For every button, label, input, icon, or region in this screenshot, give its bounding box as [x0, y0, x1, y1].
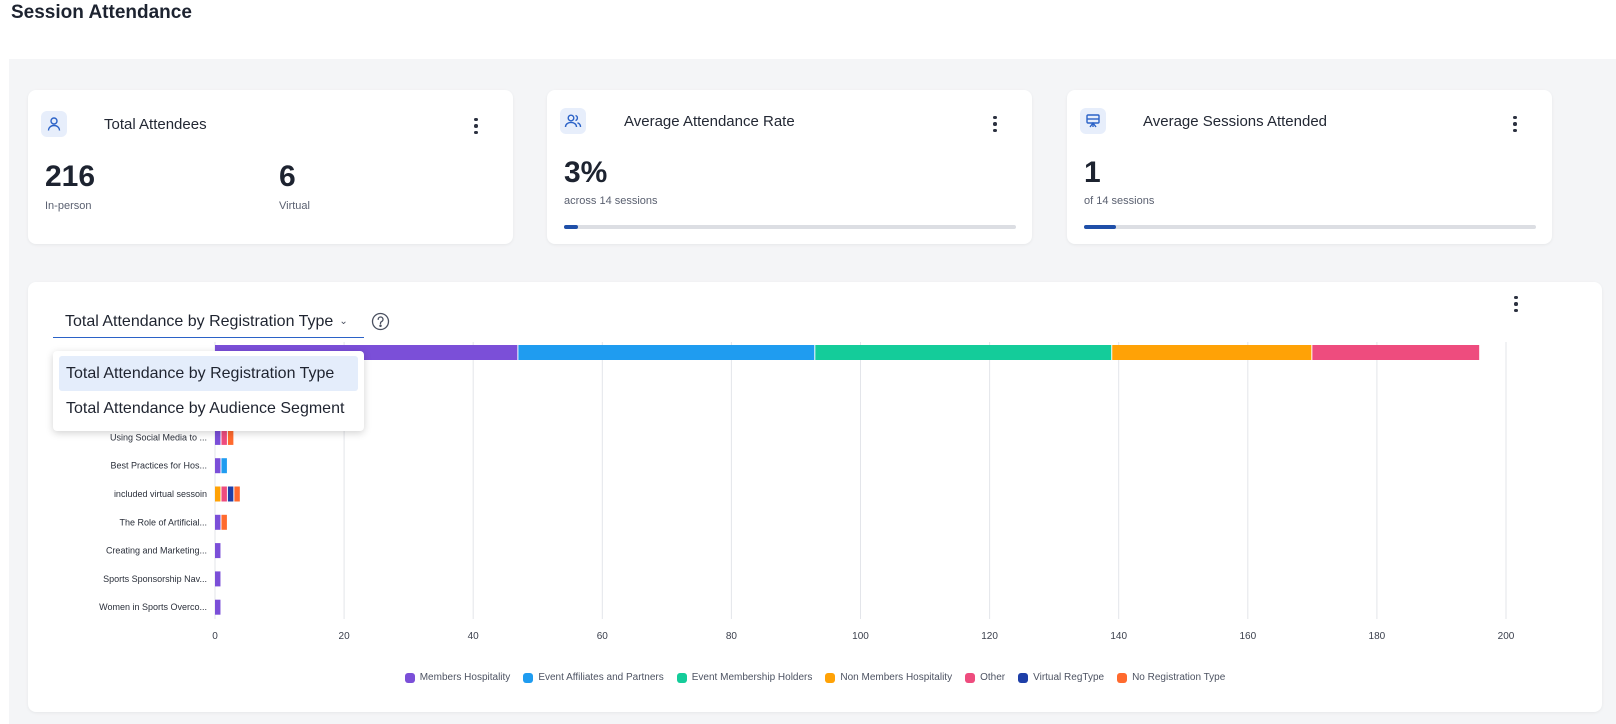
- sessions-attended-progress: [1084, 225, 1536, 229]
- in-person-label: In-person: [45, 200, 92, 212]
- bar-segment: [227, 429, 234, 445]
- legend-label: Virtual RegType: [1033, 672, 1105, 683]
- bar-segment: [221, 514, 227, 530]
- legend-label: Non Members Hospitality: [840, 672, 953, 683]
- legend-label: Other: [980, 672, 1006, 683]
- stacked-bar-chart: 0 20 40 60 80 100 120 140 160 180 200 Using Social …: [99, 342, 1515, 642]
- avg-sessions-attended-card: Average Sessions Attended 1 of 14 sessio…: [1067, 90, 1552, 244]
- bar-segment: [227, 486, 234, 502]
- chart-more-options-button[interactable]: [1508, 293, 1524, 315]
- legend-label: Event Membership Holders: [691, 672, 813, 683]
- y-category-label: Women in Sports Overco...: [99, 602, 207, 612]
- dropdown-option-registration-type[interactable]: Total Attendance by Registration Type: [59, 356, 358, 391]
- more-options-button[interactable]: [468, 115, 484, 137]
- people-icon: [560, 108, 586, 134]
- chart-type-selected: Total Attendance by Registration Type: [65, 312, 334, 330]
- legend-swatch: [676, 672, 687, 683]
- bar-segment: [215, 486, 221, 502]
- person-icon: [41, 111, 67, 137]
- y-category-label: Sports Sponsorship Nav...: [103, 574, 207, 584]
- chart-type-select[interactable]: Total Attendance by Registration Type ⌄: [53, 306, 364, 338]
- page-title: Session Attendance: [11, 2, 192, 23]
- x-tick-label: 0: [212, 631, 218, 642]
- chevron-down-icon: ⌄: [339, 316, 348, 327]
- card-title: Average Attendance Rate: [624, 113, 795, 130]
- y-category-label: The Role of Artificial...: [119, 517, 207, 527]
- legend-swatch: [523, 672, 534, 683]
- legend-item[interactable]: Virtual RegType: [1018, 672, 1104, 683]
- x-tick-label: 20: [339, 631, 351, 642]
- legend-item[interactable]: Event Membership Holders: [676, 672, 813, 683]
- legend-item[interactable]: No Registration Type: [1117, 672, 1225, 683]
- bar-segment: [518, 345, 815, 360]
- y-category-label: Creating and Marketing...: [106, 546, 207, 556]
- x-tick-label: 160: [1239, 631, 1256, 642]
- bar-segment: [215, 543, 221, 559]
- bar-segment: [221, 486, 227, 502]
- legend-item[interactable]: Members Hospitality: [404, 672, 511, 683]
- x-tick-label: 80: [726, 631, 738, 642]
- total-attendees-card: Total Attendees 216 In-person 6 Virtual: [28, 90, 513, 244]
- virtual-label: Virtual: [279, 200, 310, 212]
- x-tick-label: 200: [1498, 631, 1515, 642]
- presentation-icon: [1080, 108, 1106, 134]
- legend-label: Members Hospitality: [419, 672, 511, 683]
- progress-fill: [564, 225, 578, 229]
- card-title: Total Attendees: [104, 116, 207, 133]
- legend-item[interactable]: Non Members Hospitality: [825, 672, 952, 683]
- x-tick-label: 40: [468, 631, 480, 642]
- y-category-label: included virtual sessoin: [114, 489, 207, 499]
- y-category-label: Using Social Media to ...: [110, 432, 207, 442]
- x-tick-label: 100: [852, 631, 869, 642]
- bar-segment: [1312, 345, 1480, 360]
- bar-segment: [215, 458, 221, 474]
- attendance-rate-progress: [564, 225, 1016, 229]
- attendance-rate-sub: across 14 sessions: [564, 195, 658, 207]
- bar-segment: [234, 486, 240, 502]
- bar-segment: [221, 458, 227, 474]
- help-icon[interactable]: [371, 312, 390, 331]
- attendance-chart-card: 0 20 40 60 80 100 120 140 160 180 200 Using Social …: [28, 282, 1602, 712]
- in-person-count: 216: [45, 160, 96, 193]
- sessions-attended-sub: of 14 sessions: [1084, 195, 1155, 207]
- legend-item[interactable]: Other: [965, 672, 1005, 683]
- legend-swatch: [825, 672, 836, 683]
- x-tick-label: 60: [597, 631, 609, 642]
- sessions-attended-value: 1: [1084, 156, 1101, 189]
- bar-segment: [215, 514, 221, 530]
- chart-legend: Members Hospitality Event Affiliates and …: [28, 672, 1602, 683]
- dropdown-option-audience-segment[interactable]: Total Attendance by Audience Segment: [66, 399, 345, 417]
- bar-segment: [221, 429, 227, 445]
- x-tick-label: 140: [1110, 631, 1127, 642]
- progress-fill: [1084, 225, 1117, 229]
- attendance-rate-value: 3%: [564, 156, 608, 189]
- legend-label: No Registration Type: [1132, 672, 1226, 683]
- bar-segment: [215, 599, 221, 615]
- legend-swatch: [1117, 672, 1128, 683]
- legend-swatch: [965, 672, 976, 683]
- legend-swatch: [1018, 672, 1029, 683]
- bar-segment: [1112, 345, 1312, 360]
- bar-segment: [815, 345, 1112, 360]
- x-tick-label: 180: [1369, 631, 1386, 642]
- legend-item[interactable]: Event Affiliates and Partners: [523, 672, 664, 683]
- legend-label: Event Affiliates and Partners: [538, 672, 664, 683]
- chart-type-dropdown: Total Attendance by Registration Type To…: [53, 351, 364, 431]
- legend-swatch: [404, 672, 415, 683]
- card-title: Average Sessions Attended: [1143, 113, 1328, 130]
- x-tick-label: 120: [981, 631, 998, 642]
- bar-segment: [215, 429, 221, 445]
- virtual-count: 6: [279, 160, 296, 193]
- bar-segment: [215, 571, 221, 587]
- avg-attendance-rate-card: Average Attendance Rate 3% across 14 ses…: [547, 90, 1032, 244]
- more-options-button[interactable]: [1507, 113, 1523, 135]
- y-category-label: Best Practices for Hos...: [110, 461, 207, 471]
- more-options-button[interactable]: [987, 113, 1003, 135]
